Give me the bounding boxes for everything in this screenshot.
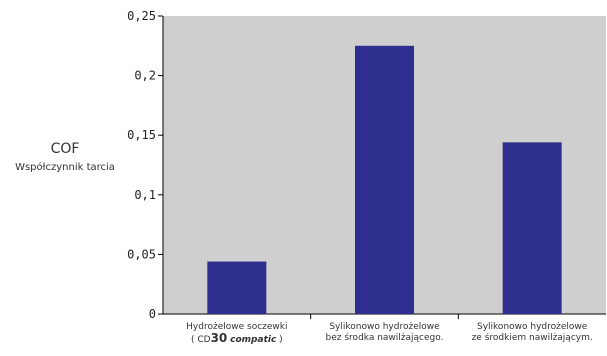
x-tick-label-silicone-no-agent: Sylikonowo hydrożelowe bez środka nawilż… [310, 322, 460, 344]
x-tick-label-line: ze środkiem nawilżającym. [471, 333, 593, 343]
y-axis-sublabel: Współczynnik tarcia [15, 162, 115, 173]
x-tick-label-silicone-with-agent: Sylikonowo hydrożelowe ze środkiem nawil… [457, 322, 607, 344]
y-tick-label: 0 [149, 307, 156, 321]
bar [207, 261, 267, 314]
bar [502, 142, 562, 314]
y-tick-label: 0,1 [134, 188, 156, 202]
bars [207, 45, 562, 315]
x-tick-label-hydrogel: Hydrożelowe soczewki ( CD30 compatic ) [162, 322, 312, 346]
x-tick-label-line: Hydrożelowe soczewki [186, 322, 288, 332]
x-tick-label-text: compatic [230, 335, 277, 345]
y-tick-label: 0,2 [134, 69, 156, 83]
y-tick-labels: 0 0,05 0,1 0,15 0,2 0,25 [127, 9, 163, 321]
y-tick-label: 0,25 [127, 9, 156, 23]
x-tick-label-text: ) [276, 335, 283, 345]
x-tick-label-text: ( CD [190, 335, 211, 345]
y-axis-label: COF [50, 141, 80, 157]
x-tick-label-text: 30 [210, 331, 228, 345]
x-tick-label-line: ( CD30 compatic ) [162, 331, 312, 346]
x-tick-label-line: bez środka nawilżającego. [325, 333, 444, 343]
y-tick-label: 0,15 [127, 128, 156, 142]
x-tick-label-line: Sylikonowo hydrożelowe [329, 322, 440, 332]
bar [355, 45, 414, 315]
y-tick-label: 0,05 [127, 247, 156, 261]
x-tick-label-line: Sylikonowo hydrożelowe [477, 322, 588, 332]
